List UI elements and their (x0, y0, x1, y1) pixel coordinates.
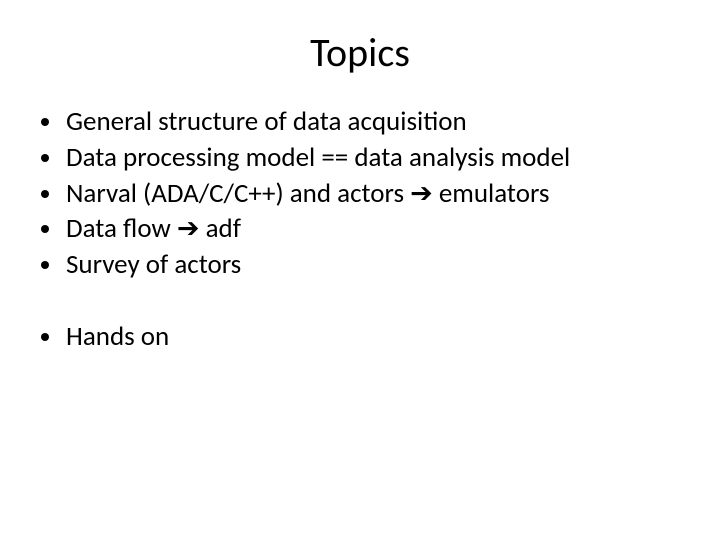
list-item: Narval (ADA/C/C++) and actors ➔ emulator… (64, 177, 684, 213)
list-item: General structure of data acquisition (64, 105, 684, 141)
bullet-list-top: General structure of data acquisition Da… (42, 105, 684, 284)
slide-title: Topics (36, 28, 684, 77)
slide: Topics General structure of data acquisi… (0, 0, 720, 540)
bullet-list-bottom: Hands on (42, 320, 684, 356)
spacer (36, 284, 684, 320)
list-item: Hands on (64, 320, 684, 356)
list-item: Data flow ➔ adf (64, 212, 684, 248)
list-item: Survey of actors (64, 248, 684, 284)
list-item: Data processing model == data analysis m… (64, 141, 684, 177)
